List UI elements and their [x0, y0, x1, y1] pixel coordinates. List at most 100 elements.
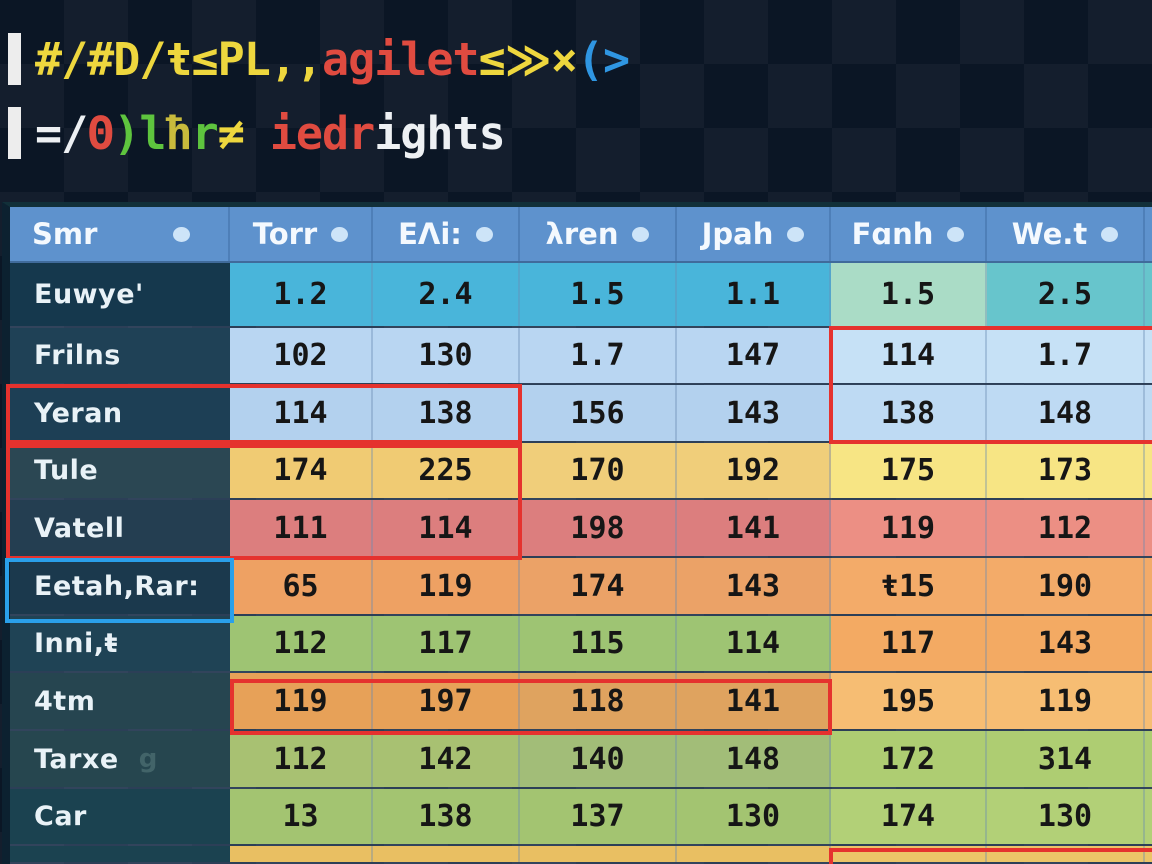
table-cell[interactable]: 1.7 [987, 328, 1145, 383]
sort-dot-icon[interactable] [331, 226, 349, 242]
table-cell[interactable]: 225 [373, 443, 520, 498]
table-cell[interactable] [677, 846, 831, 862]
table-cell[interactable] [987, 846, 1145, 862]
table-cell-clipped [1145, 443, 1152, 498]
table-cell[interactable]: 137 [520, 789, 677, 844]
table-cell[interactable] [373, 846, 520, 862]
table-cell[interactable]: 119 [230, 673, 373, 729]
table-cell[interactable]: 114 [831, 328, 987, 383]
table-cell[interactable]: 1.7 [520, 328, 677, 383]
table-cell[interactable]: 117 [373, 616, 520, 671]
table-row: Vatell 111 114 198 141 119 112 [10, 500, 1152, 558]
table-cell[interactable]: 1.1 [677, 263, 831, 326]
table-cell[interactable]: 65 [230, 558, 373, 614]
row-label[interactable] [10, 846, 230, 862]
table-cell[interactable]: 2.4 [373, 263, 520, 326]
table-cell[interactable]: 192 [677, 443, 831, 498]
table-cell-clipped [1145, 263, 1152, 326]
table-cell[interactable]: 102 [230, 328, 373, 383]
sort-dot-icon[interactable] [475, 226, 493, 242]
table-cell[interactable]: 314 [987, 731, 1145, 787]
row-label[interactable]: Car [10, 789, 230, 844]
table-cell[interactable]: 118 [520, 673, 677, 729]
table-cell[interactable]: 197 [373, 673, 520, 729]
table-cell[interactable] [230, 846, 373, 862]
table-cell[interactable]: 112 [230, 731, 373, 787]
column-header-3[interactable]: λren [520, 207, 677, 261]
table-cell[interactable]: 148 [677, 731, 831, 787]
table-cell[interactable]: 148 [987, 385, 1145, 441]
sort-dot-icon[interactable] [173, 226, 190, 242]
table-cell[interactable]: 115 [520, 616, 677, 671]
table-cell[interactable]: 1.5 [831, 263, 987, 326]
table-cell[interactable]: 147 [677, 328, 831, 383]
row-label[interactable]: Frilns [10, 328, 230, 383]
table-cell[interactable]: 141 [677, 673, 831, 729]
row-label[interactable]: Inni,ŧ [10, 616, 230, 671]
table-cell[interactable]: 119 [987, 673, 1145, 729]
sort-dot-icon[interactable] [787, 226, 805, 242]
code-segment: iedr [243, 106, 375, 160]
table-cell[interactable]: 130 [987, 789, 1145, 844]
table-cell[interactable]: 175 [831, 443, 987, 498]
table-cell[interactable]: 190 [987, 558, 1145, 614]
table-cell[interactable]: 170 [520, 443, 677, 498]
table-row: Euwye' 1.2 2.4 1.5 1.1 1.5 2.5 [10, 263, 1152, 328]
table-cell[interactable] [520, 846, 677, 862]
table-cell[interactable]: 112 [987, 500, 1145, 556]
table-cell[interactable]: 174 [831, 789, 987, 844]
table-cell[interactable]: 174 [520, 558, 677, 614]
row-label[interactable]: Tule [10, 443, 230, 498]
column-header-0[interactable]: Smr [10, 207, 230, 261]
sort-dot-icon[interactable] [1101, 226, 1119, 242]
table-cell[interactable]: 172 [831, 731, 987, 787]
row-label[interactable]: Euwye' [10, 263, 230, 326]
table-cell[interactable]: 111 [230, 500, 373, 556]
table-cell[interactable] [831, 846, 987, 862]
table-cell-value: 112 [273, 626, 328, 661]
table-cell[interactable]: 114 [677, 616, 831, 671]
table-cell-value: 130 [418, 338, 473, 373]
table-cell[interactable]: 112 [230, 616, 373, 671]
table-cell[interactable]: 117 [831, 616, 987, 671]
table-cell[interactable]: 142 [373, 731, 520, 787]
table-cell[interactable]: 156 [520, 385, 677, 441]
column-header-2[interactable]: EΛi: [373, 207, 520, 261]
table-cell[interactable]: 2.5 [987, 263, 1145, 326]
table-cell[interactable]: ŧ15 [831, 558, 987, 614]
table-cell-value: 192 [725, 453, 781, 488]
table-cell[interactable]: 173 [987, 443, 1145, 498]
table-cell[interactable]: 119 [373, 558, 520, 614]
table-cell[interactable]: 130 [677, 789, 831, 844]
row-label[interactable]: Yeran [10, 385, 230, 441]
table-cell[interactable]: 138 [373, 385, 520, 441]
sort-dot-icon[interactable] [947, 226, 965, 242]
table-cell[interactable]: 138 [373, 789, 520, 844]
table-cell[interactable]: 143 [677, 385, 831, 441]
column-header-4[interactable]: Jpah [677, 207, 831, 261]
column-header-5[interactable]: Fɑnh [831, 207, 987, 261]
table-cell[interactable]: 143 [987, 616, 1145, 671]
table-cell[interactable]: 114 [230, 385, 373, 441]
table-cell[interactable]: 1.5 [520, 263, 677, 326]
row-label[interactable]: Tarxe g [10, 731, 230, 787]
table-cell[interactable]: 130 [373, 328, 520, 383]
table-cell[interactable]: 1.2 [230, 263, 373, 326]
row-label[interactable]: Vatell [10, 500, 230, 556]
column-header-6[interactable]: We.t [987, 207, 1145, 261]
table-cell[interactable]: 114 [373, 500, 520, 556]
table-cell[interactable]: 143 [677, 558, 831, 614]
sort-dot-icon[interactable] [632, 226, 650, 242]
ghost-text: g [138, 744, 158, 774]
table-cell[interactable]: 140 [520, 731, 677, 787]
table-cell[interactable]: 195 [831, 673, 987, 729]
table-cell[interactable]: 198 [520, 500, 677, 556]
row-label[interactable]: 4tm [10, 673, 230, 729]
row-label[interactable]: Eetah,Rar: [10, 558, 230, 614]
table-cell[interactable]: 174 [230, 443, 373, 498]
table-cell[interactable]: 119 [831, 500, 987, 556]
table-cell[interactable]: 13 [230, 789, 373, 844]
table-cell[interactable]: 141 [677, 500, 831, 556]
column-header-1[interactable]: Torr [230, 207, 373, 261]
table-cell[interactable]: 138 [831, 385, 987, 441]
